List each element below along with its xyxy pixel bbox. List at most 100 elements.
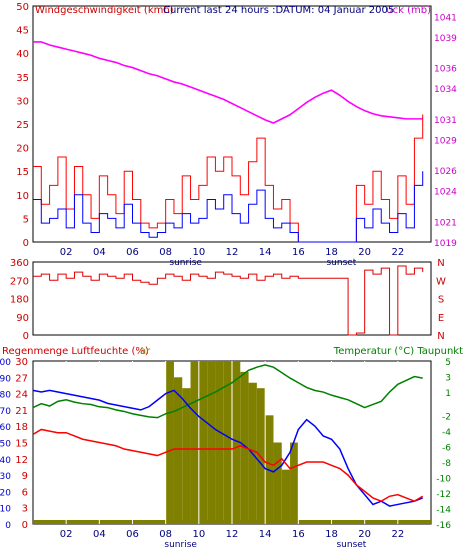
wind-direction-line <box>33 265 424 336</box>
rain-bar <box>281 469 291 524</box>
x-tick-label: 18 <box>325 529 338 540</box>
pressure-tick-label: 1019 <box>434 239 457 249</box>
wind-tick-label: 5 <box>23 214 29 225</box>
x-tick-label: 16 <box>292 529 305 540</box>
pressure-tick-label: 1029 <box>434 136 457 146</box>
pressure-tick-label: 1024 <box>434 188 457 198</box>
x-tick-label: 14 <box>259 529 272 540</box>
humidity-tick-label: 40 <box>0 456 11 466</box>
rain-bar <box>198 361 208 524</box>
wind-axis-title: Windgeschwindigkeit (kmh) <box>35 5 174 16</box>
wind-tick-label: 20 <box>16 144 29 155</box>
wind-tick-label: 50 <box>16 2 29 13</box>
chart-title: Current last 24 hours :DATUM: 04 Januar … <box>163 5 394 16</box>
temperature-tick-label: -10 <box>436 474 451 484</box>
rain-bar <box>273 442 282 524</box>
humidity-tick-label: 10 <box>0 505 11 515</box>
wind-avg-line <box>33 171 424 243</box>
x-tick-label: 10 <box>192 529 205 540</box>
x-tick-label: 16 <box>292 247 305 258</box>
wind-tick-label: 15 <box>16 167 29 178</box>
x-tick-label: 12 <box>226 247 239 258</box>
humidity-tick-label: 60 <box>0 423 11 433</box>
sunset-label: sunset <box>336 540 366 550</box>
compass-label: W <box>436 276 446 287</box>
temperature-tick-label: 1 <box>445 389 451 399</box>
rain-tick-label: 18 <box>15 422 28 433</box>
x-tick-label: 18 <box>325 247 338 258</box>
rain-bar <box>173 377 183 524</box>
compass-label: N <box>437 258 444 269</box>
sunset-label: sunset <box>326 258 356 268</box>
x-tick-label: 02 <box>60 247 73 258</box>
humidity-tick-label: 70 <box>0 407 11 417</box>
rain-bar <box>182 388 191 524</box>
wind-tick-label: 45 <box>16 26 29 37</box>
temperature-tick-label: -16 <box>436 521 451 531</box>
pressure-axis-title: uck (mb) <box>386 5 431 16</box>
x-tick-label: 04 <box>93 529 106 540</box>
rain-tick-label: 0 <box>22 520 28 531</box>
rain-tick-label: 9 <box>22 471 28 482</box>
pressure-tick-label: 1026 <box>434 167 457 177</box>
compass-label: N <box>437 331 444 342</box>
rain-tick-label: 15 <box>15 439 28 450</box>
x-tick-label: 04 <box>93 247 106 258</box>
direction-tick-label: 360 <box>10 258 29 269</box>
wind-tick-label: 35 <box>16 73 29 84</box>
x-tick-label: 08 <box>159 529 172 540</box>
temperature-tick-label: 5 <box>445 358 451 368</box>
humidity-tick-label: 20 <box>0 488 11 498</box>
pressure-tick-label: 1021 <box>434 218 457 228</box>
rain-bar <box>165 361 174 524</box>
dewpoint-line <box>32 428 424 503</box>
rain-tick-label: 24 <box>15 390 28 401</box>
rain-bar <box>190 361 199 524</box>
x-tick-label: 22 <box>391 529 404 540</box>
compass-label: S <box>438 295 444 306</box>
humidity-tick-label: 80 <box>0 391 11 401</box>
x-tick-label: 08 <box>159 247 172 258</box>
pressure-tick-label: 1031 <box>434 116 457 126</box>
x-tick-label: 20 <box>358 247 371 258</box>
humidity-tick-label: 90 <box>0 374 11 384</box>
pressure-tick-label: 1041 <box>434 13 457 23</box>
rain-tick-label: 3 <box>22 504 28 515</box>
wind-direction-panel <box>32 261 432 336</box>
humidity-tick-label: 50 <box>0 440 11 450</box>
temperature-tick-label: -4 <box>442 428 451 438</box>
temperature-axis-title: Temperatur (°C) Taupunkt <box>333 346 463 357</box>
rain-tick-label: 12 <box>15 455 28 466</box>
x-tick-label: 06 <box>126 529 139 540</box>
pressure-line <box>33 41 423 124</box>
rain-bar <box>290 442 299 524</box>
x-tick-label: 14 <box>259 247 272 258</box>
rain-axis-title: ar <box>140 346 151 357</box>
compass-label: E <box>438 313 444 324</box>
direction-tick-label: 270 <box>10 276 29 287</box>
temperature-tick-label: -8 <box>442 459 451 469</box>
humidity-tick-label: 0 <box>5 521 11 531</box>
temperature-tick-label: -6 <box>442 443 451 453</box>
x-tick-label: 06 <box>126 247 139 258</box>
temperature-tick-label: -2 <box>442 412 451 422</box>
wind-pressure-panel <box>32 5 432 243</box>
direction-tick-label: 90 <box>16 313 29 324</box>
sunrise-label: sunrise <box>169 258 202 268</box>
sunrise-label: sunrise <box>164 540 197 550</box>
pressure-tick-label: 1039 <box>434 34 457 44</box>
rain-tick-label: 6 <box>22 487 28 498</box>
direction-tick-label: 180 <box>10 295 29 306</box>
wind-tick-label: 30 <box>16 96 29 107</box>
rain-bar <box>223 361 232 524</box>
wind-tick-label: 25 <box>16 120 29 131</box>
temperature-tick-label: 3 <box>445 374 451 384</box>
pressure-tick-label: 1036 <box>434 65 457 75</box>
rain-tick-label: 30 <box>15 357 28 368</box>
wind-gust-line <box>33 114 424 243</box>
temperature-tick-label: -12 <box>436 490 451 500</box>
x-tick-label: 12 <box>226 529 239 540</box>
rain-bar <box>207 361 216 524</box>
direction-tick-label: 0 <box>23 331 29 342</box>
